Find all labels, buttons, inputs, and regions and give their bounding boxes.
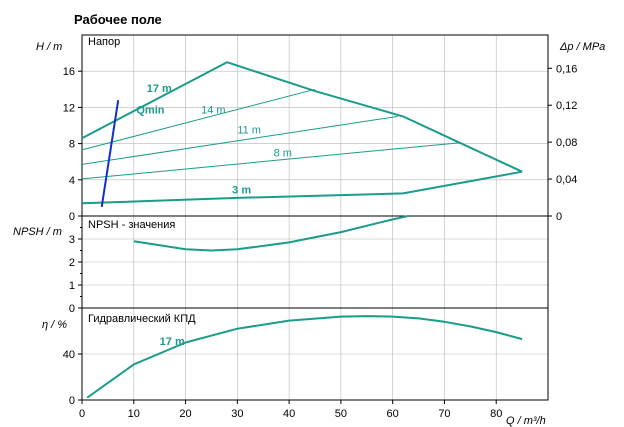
x-tick-label: 70 bbox=[438, 408, 450, 420]
npsh-panel-label: NPSH - значения bbox=[88, 219, 175, 231]
panel-frame bbox=[81, 34, 549, 217]
panel-frame bbox=[81, 307, 549, 401]
y-tick-label: 8 bbox=[69, 139, 75, 151]
series-label-11-m: 11 m bbox=[237, 125, 261, 137]
efficiency-y-axis-title: η / % bbox=[42, 319, 67, 331]
series-line-11-m bbox=[81, 115, 398, 165]
efficiency-panel: 0 40 0 10 20 30 40 50 60 70 80 17 m bbox=[63, 307, 549, 420]
y-tick-label: 0 bbox=[69, 211, 75, 223]
head-right-axis-title: Δp / MPa bbox=[559, 41, 605, 53]
series-line-3-m bbox=[81, 170, 523, 205]
x-tick-label: 80 bbox=[490, 408, 502, 420]
series-label-14-m: 14 m bbox=[201, 105, 225, 117]
right-y-tick-label: 0 bbox=[556, 211, 562, 223]
x-tick-label: 40 bbox=[283, 408, 295, 420]
efficiency-panel-label: Гидравлический КПД bbox=[88, 313, 196, 325]
right-y-tick-label: 0,04 bbox=[556, 174, 577, 186]
flow-x-axis-title: Q / m³/h bbox=[506, 415, 546, 427]
right-y-tick-label: 0,12 bbox=[556, 100, 577, 112]
series-line-8-m bbox=[81, 142, 461, 180]
y-tick-label: 4 bbox=[69, 175, 75, 187]
head-y-axis-title: H / m bbox=[36, 41, 62, 53]
series-label-17-m: 17 m bbox=[147, 83, 172, 95]
right-y-tick-label: 0,16 bbox=[556, 63, 577, 75]
chart-title: Рабочее поле bbox=[74, 12, 162, 27]
series-label-qmin: Qmin bbox=[136, 105, 164, 117]
x-tick-label: 30 bbox=[231, 408, 243, 420]
head-panel: 0 4 8 12 16 0 0,04 0,08 0,12 0,16 17 m 14 m 11 m 8 m 3… bbox=[63, 34, 577, 223]
series-line-14-m bbox=[81, 88, 316, 151]
x-tick-label: 0 bbox=[79, 408, 85, 420]
series-line-17-m bbox=[86, 315, 523, 399]
npsh-y-axis-title: NPSH / m bbox=[13, 226, 62, 238]
y-tick-label: 0 bbox=[69, 303, 75, 315]
series-line-qmin bbox=[100, 100, 120, 208]
x-tick-label: 20 bbox=[179, 408, 191, 420]
x-tick-label: 50 bbox=[335, 408, 347, 420]
series-label-17-m: 17 m bbox=[160, 336, 185, 348]
x-tick-label: 10 bbox=[128, 408, 140, 420]
y-tick-label: 1 bbox=[69, 280, 75, 292]
y-tick-label: 12 bbox=[63, 102, 75, 114]
y-tick-label: 0 bbox=[69, 395, 75, 407]
series-label-8-m: 8 m bbox=[274, 147, 292, 159]
series-line-17-m bbox=[81, 61, 523, 173]
x-tick-label: 60 bbox=[387, 408, 399, 420]
y-tick-label: 40 bbox=[63, 349, 75, 361]
series-label-3-m: 3 m bbox=[232, 184, 251, 196]
series-line-curve bbox=[133, 215, 409, 252]
y-tick-label: 3 bbox=[69, 234, 75, 246]
right-y-tick-label: 0,08 bbox=[556, 137, 577, 149]
y-tick-label: 2 bbox=[69, 257, 75, 269]
head-panel-label: Напор bbox=[88, 36, 120, 48]
y-tick-label: 16 bbox=[63, 66, 75, 78]
